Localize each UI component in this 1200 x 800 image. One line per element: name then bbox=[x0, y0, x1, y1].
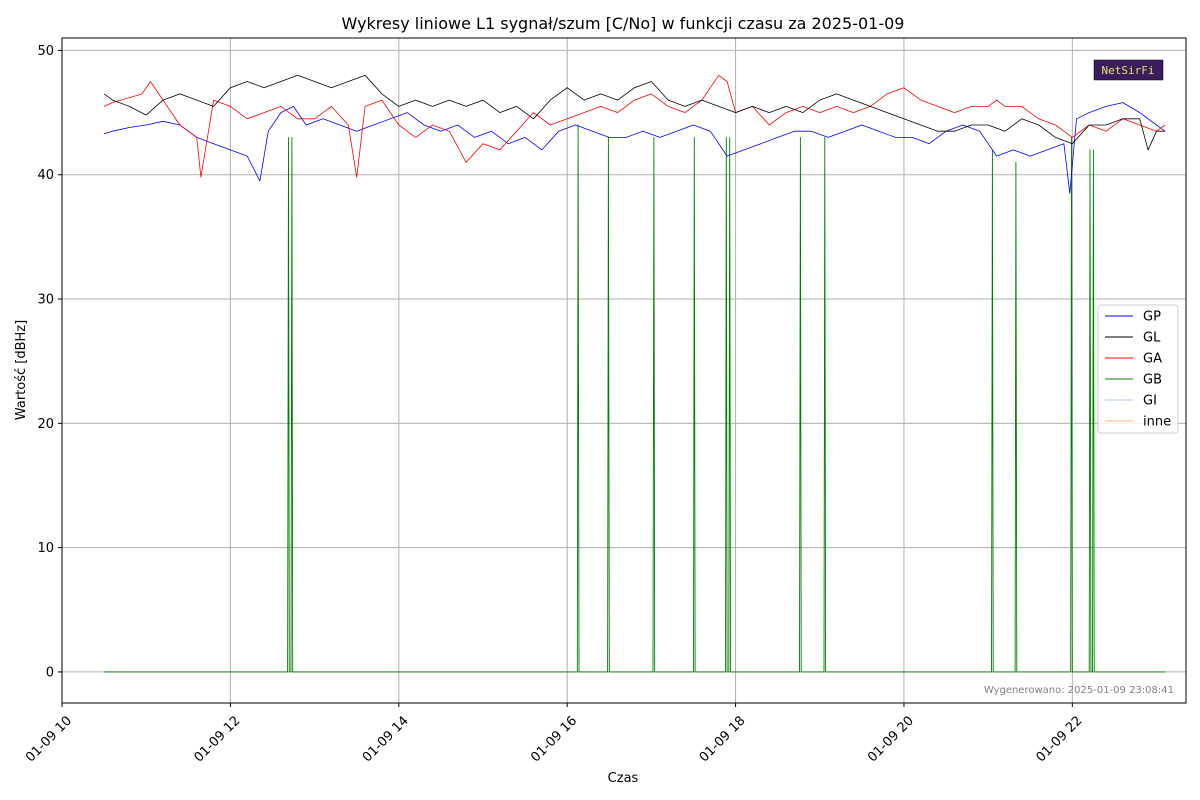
legend-label-ga: GA bbox=[1143, 352, 1162, 367]
series-line-gl bbox=[103, 74, 1165, 151]
y-tick-label: 30 bbox=[37, 293, 54, 308]
series-line-ga bbox=[103, 74, 1166, 178]
logo-background bbox=[1093, 59, 1164, 81]
legend-label-inne: inne bbox=[1143, 415, 1171, 430]
legend-label-gi: GI bbox=[1143, 394, 1157, 409]
plot-frame bbox=[61, 37, 1187, 704]
legend: GP GL GA GB GI inne bbox=[1097, 304, 1179, 434]
series-line-gp bbox=[103, 102, 1166, 194]
legend-label-gb: GB bbox=[1143, 373, 1162, 388]
legend-label-gp: GP bbox=[1143, 310, 1161, 325]
chart-title: Wykresy liniowe L1 sygnał/szum [C/No] w … bbox=[342, 14, 905, 33]
y-axis-ticks: 0 10 20 30 40 50 bbox=[37, 44, 62, 680]
logo-badge: NetSirFi bbox=[1093, 59, 1164, 81]
y-tick-label: 10 bbox=[37, 541, 54, 556]
series-lines bbox=[103, 74, 1166, 673]
y-tick-label: 0 bbox=[46, 665, 54, 680]
y-tick-label: 40 bbox=[37, 168, 54, 183]
generated-timestamp: Wygenerowano: 2025-01-09 23:08:41 bbox=[984, 685, 1174, 696]
series-line-gb bbox=[104, 124, 1165, 673]
x-axis-label: Czas bbox=[608, 771, 639, 786]
y-axis-label: Wartość [dBHz] bbox=[14, 320, 29, 420]
logo-text: NetSirFi bbox=[1102, 64, 1155, 77]
y-tick-label: 20 bbox=[37, 417, 54, 432]
y-tick-label: 50 bbox=[37, 44, 54, 59]
legend-label-gl: GL bbox=[1143, 331, 1161, 346]
